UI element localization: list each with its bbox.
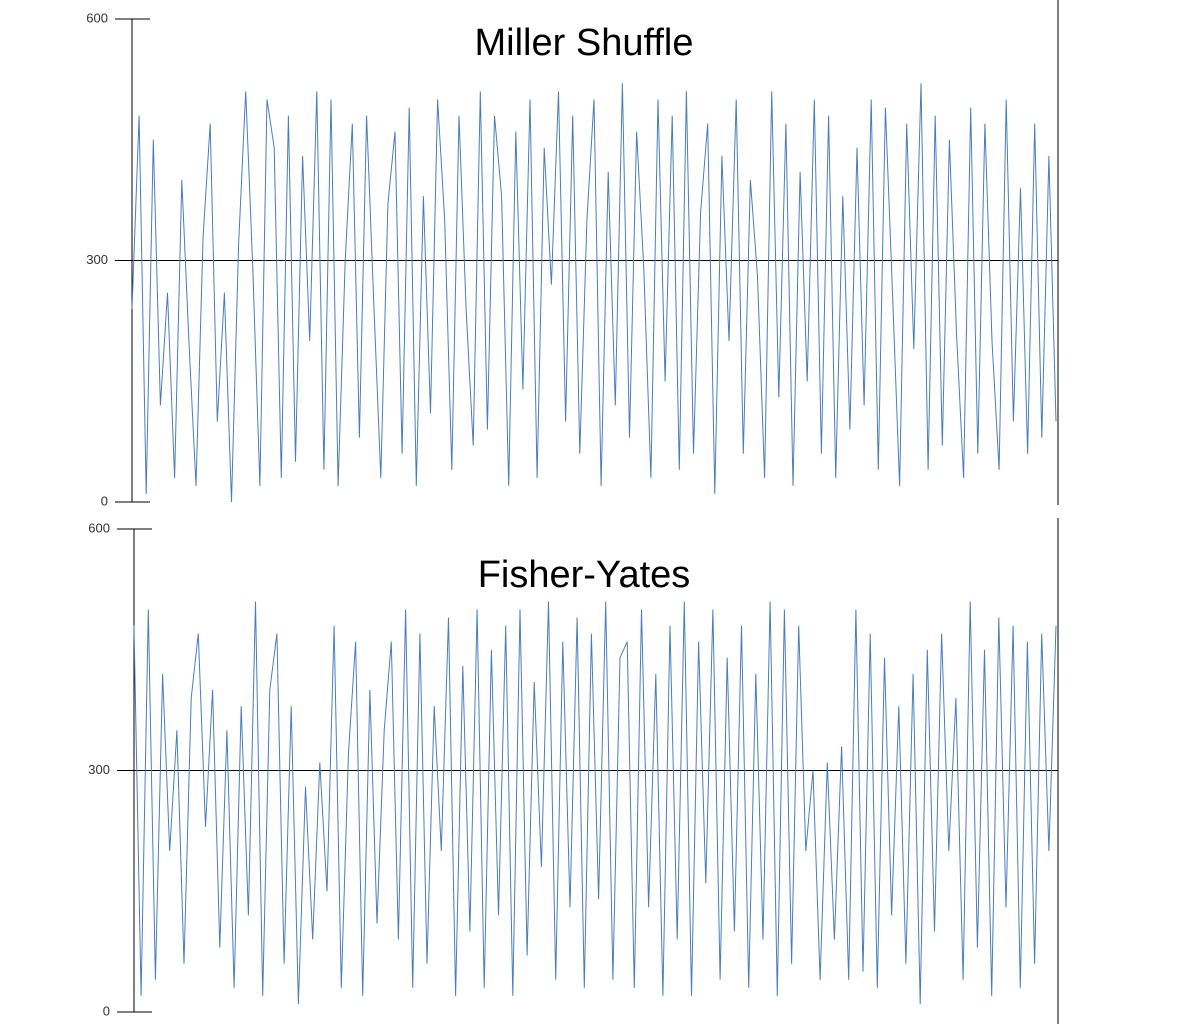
y-tick-label: 300	[88, 762, 110, 777]
data-line	[133, 601, 1057, 1005]
y-tick-label: 0	[103, 1003, 110, 1018]
chart-title: Fisher-Yates	[478, 554, 691, 596]
y-tick-label: 300	[86, 252, 108, 267]
chart-title: Miller Shuffle	[475, 22, 694, 64]
y-tick-label: 600	[86, 10, 108, 25]
y-tick-label: 600	[88, 520, 110, 535]
y-tick-label: 0	[101, 493, 108, 508]
data-line	[131, 83, 1057, 503]
